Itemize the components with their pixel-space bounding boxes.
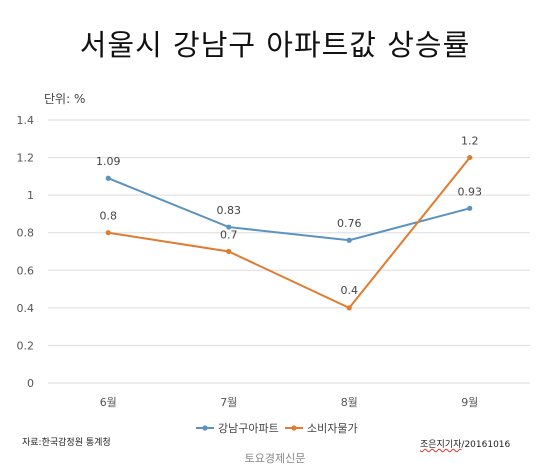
data-point — [105, 175, 111, 181]
data-label: 0.7 — [220, 229, 238, 242]
chart-title: 서울시 강남구 아파트값 상승률 — [79, 28, 471, 62]
publisher-watermark: 토요경제신문 — [244, 452, 306, 465]
data-label: 0.4 — [341, 284, 359, 297]
unit-label: 단위: % — [44, 92, 86, 106]
series-line-2 — [108, 156, 471, 310]
data-point — [105, 230, 111, 236]
data-point — [467, 205, 473, 211]
y-tick-label: 0.2 — [17, 339, 35, 352]
y-tick-label: 1 — [27, 189, 34, 202]
data-point — [226, 248, 232, 255]
y-tick-label: 0.8 — [17, 227, 35, 240]
data-label: 0.76 — [337, 217, 362, 230]
y-tick-label: 1.2 — [17, 152, 35, 165]
source-note: 자료:한국감정원 통계청 — [22, 438, 111, 448]
legend-label: 소비자물가 — [307, 422, 358, 435]
data-label: 0.8 — [100, 210, 118, 223]
x-tick-label: 6월 — [100, 396, 117, 409]
x-tick-label: 7월 — [220, 396, 237, 409]
data-label: 0.93 — [458, 185, 483, 198]
y-tick-label: 0 — [27, 377, 34, 390]
y-tick-label: 0.4 — [17, 302, 35, 315]
credit-note: 조은지기자/20161016 — [420, 437, 510, 450]
credit-name: 조은지기자 — [420, 440, 462, 450]
x-tick-label: 9월 — [461, 396, 478, 409]
series-line-1 — [107, 177, 471, 242]
data-point — [346, 305, 352, 311]
y-tick-label: 1.4 — [17, 114, 35, 127]
data-label: 1.2 — [461, 135, 479, 148]
credit-date: /20161016 — [461, 440, 511, 450]
data-label: 1.09 — [96, 155, 121, 168]
data-point — [346, 237, 352, 243]
x-tick-label: 8월 — [341, 396, 358, 409]
data-point — [226, 224, 232, 230]
y-tick-label: 0.6 — [17, 264, 35, 277]
data-point — [467, 154, 473, 161]
legend-swatch-marker — [202, 425, 208, 431]
legend-label: 강남구아파트 — [218, 422, 279, 435]
legend-swatch-marker — [291, 425, 297, 431]
data-label: 0.83 — [217, 204, 242, 217]
